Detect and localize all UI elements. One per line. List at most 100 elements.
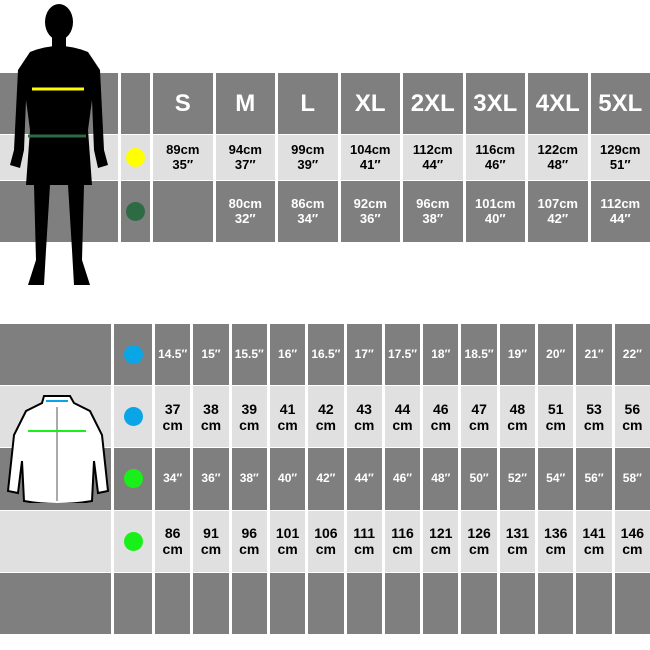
image-cell <box>0 324 111 386</box>
size-header: 2XL <box>403 73 463 134</box>
chest-value: 116cm 46″ <box>465 135 525 180</box>
collar-in-value: 22″ <box>614 324 650 386</box>
cell-value: 43 <box>356 400 372 417</box>
collar-in-value: 18.5″ <box>461 324 497 386</box>
cell-value: cm <box>200 416 222 433</box>
collar-cm-value: 44 cm <box>384 386 421 448</box>
cell-value: cm <box>430 541 451 558</box>
collar-in-value: 17″ <box>346 324 382 386</box>
waist-dot-icon <box>126 202 145 221</box>
chest-cm-value: 136 cm <box>538 510 574 572</box>
chest-cm-value: 131 cm <box>499 510 536 572</box>
size-header: XL <box>340 73 400 134</box>
cell-value: 39 <box>241 400 258 417</box>
cell-value: 42″ <box>316 471 336 486</box>
cell-value: 99cm <box>291 141 325 157</box>
chest-cm-value: 111 cm <box>346 510 382 572</box>
cell-value: 41 <box>279 400 296 417</box>
mens-size-table: S M L XL 2XL 3XL 4XL 5XL 89cm 35″ 94cm 37″ 99cm 39″ 10… <box>0 73 650 243</box>
cell-value: 56 <box>624 400 641 417</box>
cell-value: 51″ <box>609 156 631 172</box>
cell-value: 146 <box>620 525 645 542</box>
cell-value: 101cm <box>475 195 516 211</box>
chest-in-value: 36″ <box>193 448 229 510</box>
cell-value: 44 <box>394 400 411 417</box>
cell-value: cm <box>622 416 643 433</box>
cell-value: cm <box>200 541 222 558</box>
empty-cell <box>499 572 536 634</box>
cell-value: 21″ <box>584 346 604 361</box>
cell-value: 53 <box>586 400 602 417</box>
cell-value: 20″ <box>546 346 566 361</box>
collar-cm-value: 43 cm <box>346 386 382 448</box>
empty-cell <box>538 572 574 634</box>
cell-value: 38″ <box>239 471 259 486</box>
collar-cm-dot-icon <box>123 407 143 427</box>
image-cell <box>0 181 118 242</box>
cell-value: 22″ <box>622 346 642 361</box>
chest-value: 94cm 37″ <box>215 135 275 180</box>
cell-value: cm <box>392 416 413 433</box>
cell-value: 14.5″ <box>158 346 188 361</box>
empty-cell <box>114 572 152 634</box>
cell-value: 94cm <box>228 141 262 157</box>
empty-cell <box>155 572 191 634</box>
marker-cell <box>114 386 152 448</box>
collar-cm-value: 47 cm <box>461 386 497 448</box>
cell-value: 44″ <box>422 156 444 172</box>
cell-value: 80cm <box>228 195 262 211</box>
cell-value: cm <box>622 541 643 558</box>
cell-value: 34″ <box>297 210 319 226</box>
cell-value: 15″ <box>201 346 221 361</box>
cell-value: cm <box>239 541 260 558</box>
cell-value: 112cm <box>412 141 453 157</box>
image-cell <box>0 510 111 572</box>
chest-in-value: 56″ <box>576 448 612 510</box>
cell-value: 37″ <box>234 156 256 172</box>
cell-value: cm <box>583 541 605 558</box>
collar-cm-value: 39 cm <box>231 386 267 448</box>
empty-cell <box>269 572 306 634</box>
cell-value: cm <box>430 416 451 433</box>
cell-value: 34″ <box>163 471 183 486</box>
empty-cell <box>231 572 267 634</box>
waist-value: 96cm 38″ <box>403 181 463 242</box>
cell-value: 19″ <box>507 346 527 361</box>
chest-in-value: 42″ <box>308 448 344 510</box>
collar-in-value: 21″ <box>576 324 612 386</box>
collar-cm-value: 37 cm <box>155 386 191 448</box>
cell-value: 96 <box>241 525 258 542</box>
cell-value: 48″ <box>431 471 451 486</box>
cell-value: 18″ <box>431 346 451 361</box>
cell-value: 104cm <box>350 141 391 157</box>
cell-value: cm <box>315 416 336 433</box>
size-header: 4XL <box>528 73 588 134</box>
cell-value: 86 <box>164 525 181 542</box>
cell-value: cm <box>277 416 298 433</box>
cell-value: 56″ <box>584 471 604 486</box>
cell-value: cm <box>315 541 336 558</box>
cell-value: 50″ <box>469 471 489 486</box>
collar-cm-value: 51 cm <box>538 386 574 448</box>
cell-value: cm <box>545 416 566 433</box>
collar-in-value: 20″ <box>538 324 574 386</box>
cell-value: 54″ <box>546 471 566 486</box>
cell-value: 35″ <box>172 156 194 172</box>
size-header: L <box>278 73 338 134</box>
cell-value: 122cm <box>537 141 578 157</box>
chest-cm-value: 121 cm <box>423 510 459 572</box>
collar-in-value: 14.5″ <box>155 324 191 386</box>
shirt-icon <box>6 395 110 503</box>
empty-cell <box>308 572 344 634</box>
cell-value: 37 <box>164 400 181 417</box>
cell-value: S <box>174 89 191 117</box>
chest-value: 99cm 39″ <box>278 135 338 180</box>
chest-cm-value: 91 cm <box>193 510 229 572</box>
empty-cell <box>193 572 229 634</box>
cell-value: cm <box>277 541 298 558</box>
collar-in-value: 15.5″ <box>231 324 267 386</box>
marker-cell <box>114 510 152 572</box>
collar-in-value: 17.5″ <box>384 324 421 386</box>
empty-cell <box>576 572 612 634</box>
cell-value: 5XL <box>598 89 643 117</box>
